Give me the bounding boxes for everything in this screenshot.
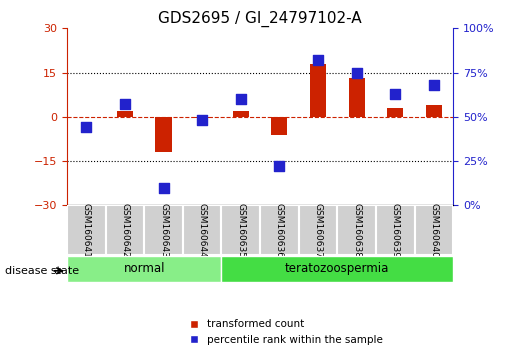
FancyBboxPatch shape [299, 205, 337, 255]
Point [82, 125, 91, 130]
FancyBboxPatch shape [67, 256, 221, 282]
FancyBboxPatch shape [415, 205, 453, 255]
Text: GSM160637: GSM160637 [314, 202, 322, 258]
Bar [426, 105, 442, 117]
Text: GSM160638: GSM160638 [352, 202, 361, 258]
FancyBboxPatch shape [183, 205, 221, 255]
Point [236, 96, 245, 102]
Point [391, 91, 400, 97]
FancyBboxPatch shape [67, 205, 106, 255]
FancyBboxPatch shape [260, 205, 299, 255]
Point [352, 70, 360, 75]
Point [198, 118, 206, 123]
Text: GSM160643: GSM160643 [159, 202, 168, 258]
Bar [117, 111, 133, 117]
Text: GSM160635: GSM160635 [236, 202, 245, 258]
Point [275, 164, 283, 169]
Bar [271, 117, 287, 135]
Point [430, 82, 438, 88]
Bar [233, 111, 249, 117]
FancyBboxPatch shape [337, 205, 376, 255]
Point [159, 185, 167, 190]
Bar [156, 117, 171, 152]
FancyBboxPatch shape [106, 205, 144, 255]
FancyBboxPatch shape [221, 205, 260, 255]
Text: disease state: disease state [5, 266, 79, 276]
Text: GSM160640: GSM160640 [430, 202, 438, 258]
Point [314, 57, 322, 63]
FancyBboxPatch shape [144, 205, 183, 255]
Bar [349, 79, 365, 117]
Bar [194, 117, 210, 118]
Text: GSM160639: GSM160639 [391, 202, 400, 258]
Point [121, 102, 129, 107]
Bar [387, 108, 403, 117]
Text: GSM160636: GSM160636 [275, 202, 284, 258]
Bar [310, 64, 326, 117]
Text: GSM160642: GSM160642 [121, 203, 129, 257]
Text: GSM160644: GSM160644 [198, 203, 207, 257]
FancyBboxPatch shape [221, 256, 453, 282]
Title: GDS2695 / GI_24797102-A: GDS2695 / GI_24797102-A [158, 11, 362, 27]
Text: teratozoospermia: teratozoospermia [285, 262, 389, 275]
Legend: transformed count, percentile rank within the sample: transformed count, percentile rank withi… [179, 315, 387, 349]
Text: normal: normal [124, 262, 165, 275]
Text: GSM160641: GSM160641 [82, 202, 91, 258]
FancyBboxPatch shape [376, 205, 415, 255]
